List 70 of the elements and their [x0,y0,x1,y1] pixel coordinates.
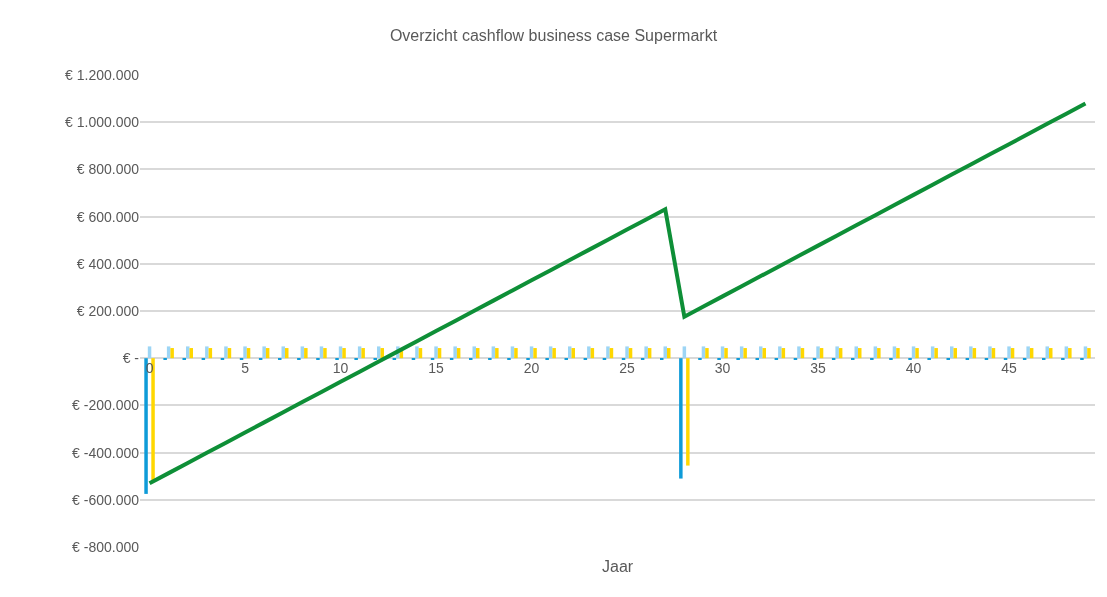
bar [453,346,457,359]
y-tick-label: € 1.200.000 [65,66,140,83]
bar [285,348,289,359]
bar [778,346,782,359]
x-axis-title: Jaar [602,558,634,575]
y-tick-label: € 600.000 [76,208,140,225]
x-tick-label: 10 [332,360,349,377]
x-tick-label: 30 [714,360,731,377]
bar [304,348,308,359]
bar [415,346,419,359]
bar [835,346,839,359]
y-tick-label: € 200.000 [76,302,140,319]
bar [361,348,365,359]
bar [969,346,973,359]
bar [151,358,155,483]
bar [896,348,900,359]
bar [724,348,728,359]
x-tick-label: 20 [523,360,540,377]
bar [243,346,247,359]
bar [686,358,690,466]
bar [342,348,346,359]
x-tick-label: 15 [428,360,445,377]
bar [816,346,820,359]
bar [1026,346,1030,359]
bar [552,348,556,359]
y-tick-label: € -200.000 [72,397,140,414]
y-tick-label: € -600.000 [72,491,140,508]
y-tick-label: € -400.000 [72,444,140,461]
chart-title: Overzicht cashflow business case Supermarkt [389,27,718,45]
bar [495,348,499,359]
bar [533,348,537,359]
bar [705,348,709,359]
bar [988,346,992,359]
bar [170,348,174,359]
bar [915,348,919,359]
bar [743,348,747,359]
x-tick-label: 45 [1001,360,1018,377]
bar [797,346,801,359]
bar [858,348,862,359]
x-tick-label: 25 [619,360,636,377]
bar [1007,346,1011,359]
x-tick-label: 5 [241,360,250,377]
bar [205,346,209,359]
y-tick-label: € -800.000 [72,538,140,555]
bar [679,358,683,479]
bar [934,348,938,359]
line-series [147,101,1088,486]
bar [262,346,266,359]
bar [323,348,327,359]
bar [514,348,518,359]
y-tick-label: € 400.000 [76,255,140,272]
bar [144,358,148,494]
bar [877,348,881,359]
x-tick-label: 40 [905,360,922,377]
x-tick-label: 35 [810,360,827,377]
bar [434,346,438,359]
bar [476,348,480,359]
bar [667,348,671,359]
bar [224,346,228,359]
bar [606,346,610,359]
y-tick-label: € 800.000 [76,161,140,178]
bar [1087,348,1091,359]
y-tick-label: € 1.000.000 [65,114,140,131]
x-tick-label: 0 [145,360,154,377]
bar [1068,348,1072,359]
bar [587,346,591,359]
bar [644,346,648,359]
y-tick-label: € - [122,350,140,367]
bar [1049,348,1053,359]
bar [625,346,629,359]
